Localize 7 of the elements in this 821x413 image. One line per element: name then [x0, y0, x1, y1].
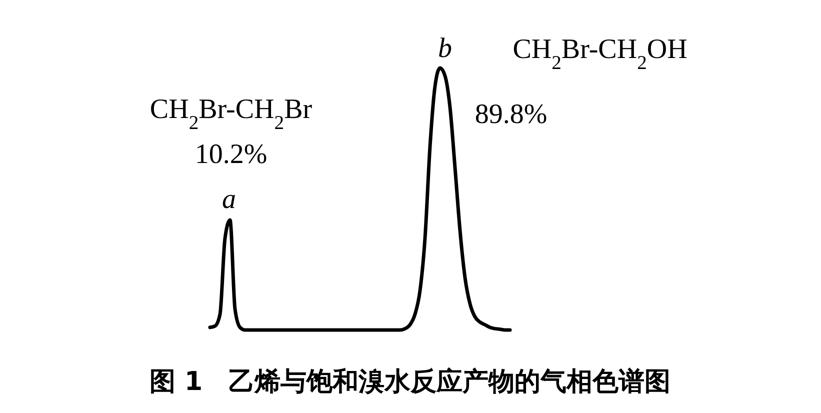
text: b: [438, 33, 452, 64]
text: 图 1 乙烯与饱和溴水反应产物的气相色谱图: [149, 367, 671, 397]
text: CH$_{2}$Br-CH$_{2}$OH: [512, 34, 688, 74]
annotation: 89.8%: [474, 99, 548, 130]
annotation: a: [222, 184, 236, 215]
annotation: 10.2%: [194, 139, 268, 170]
annotation: CH$_{2}$Br-CH$_{2}$Br: [150, 94, 313, 134]
